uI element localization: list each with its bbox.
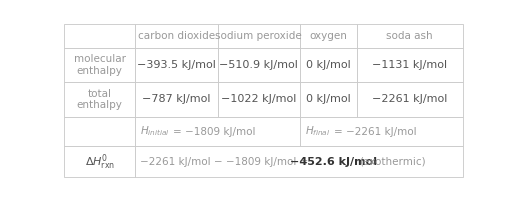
Text: −510.9 kJ/mol: −510.9 kJ/mol [219, 60, 298, 70]
Text: molecular
enthalpy: molecular enthalpy [74, 54, 126, 76]
Bar [64, 117, 135, 146]
Text: soda ash: soda ash [387, 31, 433, 41]
Bar [357, 48, 463, 82]
Text: −1022 kJ/mol: −1022 kJ/mol [221, 94, 297, 104]
Text: −2261 kJ/mol: −2261 kJ/mol [372, 94, 447, 104]
Text: total
enthalpy: total enthalpy [77, 89, 123, 110]
Text: = −2261 kJ/mol: = −2261 kJ/mol [334, 127, 416, 137]
Bar [217, 48, 300, 82]
Bar [64, 24, 135, 48]
Bar [135, 117, 300, 146]
Text: carbon dioxide: carbon dioxide [138, 31, 215, 41]
Text: −393.5 kJ/mol: −393.5 kJ/mol [137, 60, 216, 70]
Text: (exothermic): (exothermic) [359, 157, 426, 167]
Text: −452.6 kJ/mol: −452.6 kJ/mol [290, 157, 377, 167]
Text: −1131 kJ/mol: −1131 kJ/mol [372, 60, 447, 70]
Text: = −1809 kJ/mol: = −1809 kJ/mol [173, 127, 255, 137]
Text: sodium peroxide: sodium peroxide [215, 31, 302, 41]
Text: oxygen: oxygen [309, 31, 347, 41]
Text: $\Delta H^0_{\mathrm{rxn}}$: $\Delta H^0_{\mathrm{rxn}}$ [85, 152, 115, 172]
Bar [300, 82, 357, 117]
Text: 0 kJ/mol: 0 kJ/mol [306, 60, 351, 70]
Bar [64, 48, 135, 82]
Text: $H_{\mathit{final}}$: $H_{\mathit{final}}$ [305, 125, 331, 139]
Bar [135, 82, 217, 117]
Bar [135, 146, 463, 177]
Bar [64, 146, 135, 177]
Bar [357, 82, 463, 117]
Bar [300, 24, 357, 48]
Bar [300, 48, 357, 82]
Text: −2261 kJ/mol − −1809 kJ/mol =: −2261 kJ/mol − −1809 kJ/mol = [140, 157, 312, 167]
Bar [64, 82, 135, 117]
Bar [217, 82, 300, 117]
Bar [217, 24, 300, 48]
Bar [357, 24, 463, 48]
Bar [135, 48, 217, 82]
Bar [300, 117, 463, 146]
Text: $H_{\mathit{initial}}$: $H_{\mathit{initial}}$ [140, 125, 170, 139]
Text: 0 kJ/mol: 0 kJ/mol [306, 94, 351, 104]
Bar [135, 24, 217, 48]
Text: −787 kJ/mol: −787 kJ/mol [142, 94, 211, 104]
